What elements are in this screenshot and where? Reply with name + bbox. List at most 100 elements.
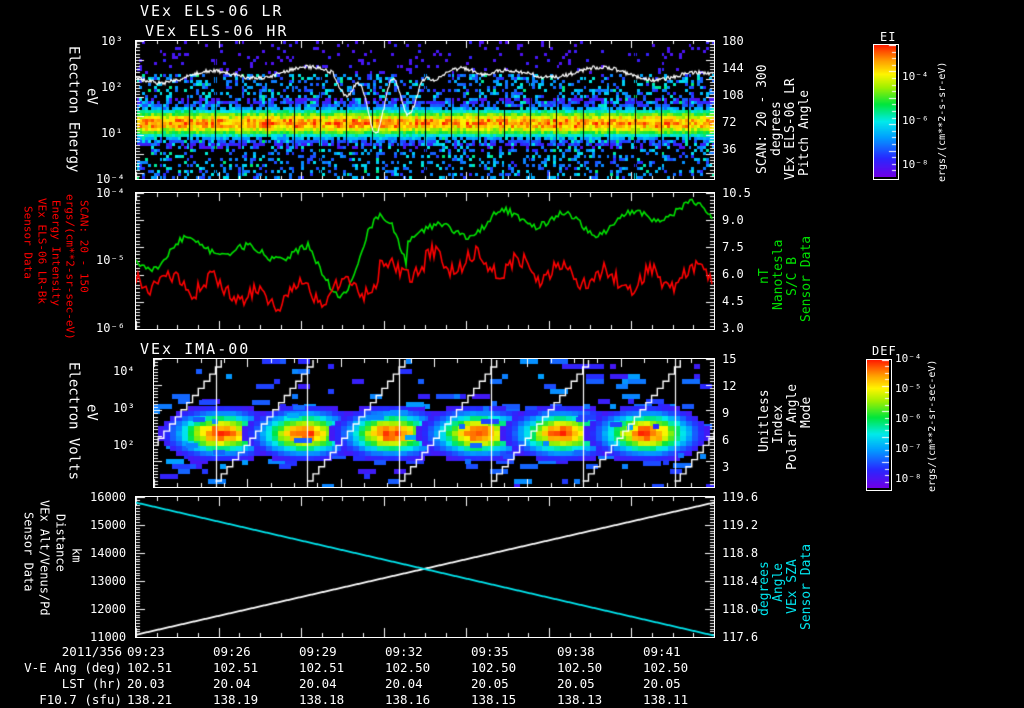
table-cell-ve-ang-0: 102.51 <box>127 660 173 675</box>
panel1-left-axis-unit: eV <box>83 88 100 105</box>
table-cell-time-1: 09:26 <box>213 644 251 659</box>
panel2-right-ytick-0: 10.5 <box>722 186 751 200</box>
colorbar2-tick-1: 10⁻⁵ <box>895 382 922 395</box>
table-cell-lst-6: 20.05 <box>643 676 681 691</box>
panel4-ytick-3: 13000 <box>90 574 127 588</box>
panel3-ytick-1: 10³ <box>113 401 135 415</box>
table-cell-f107-0: 138.21 <box>127 692 173 707</box>
panel2-right-axis-line0: Sensor Data <box>799 235 814 322</box>
panel1-right-ytick-4: 36 <box>722 142 737 156</box>
panel-energy-intensity-and-bfield[interactable] <box>135 192 715 330</box>
colorbar2-tick-4: 10⁻⁸ <box>895 472 922 485</box>
panel2-right-ytick-3: 6.0 <box>722 267 744 281</box>
panel4-right-axis-line2: Angle <box>771 562 786 602</box>
table-cell-time-0: 09:23 <box>127 644 165 659</box>
panel3-right-ytick-4: 3 <box>722 460 730 474</box>
table-cell-time-4: 09:35 <box>471 644 509 659</box>
panel-ion-spectrogram[interactable] <box>153 358 715 488</box>
panel1-ytick-0: 10³ <box>101 34 123 48</box>
panel1-right-axis-line3: SCAN: 20 - 300 <box>755 64 770 174</box>
panel2-right-axis-line2: Nanotesla <box>771 239 786 310</box>
panel1-ytick-1: 10² <box>101 80 123 94</box>
panel-altitude-and-sza[interactable] <box>135 496 715 638</box>
panel3-ytick-0: 10⁴ <box>113 364 135 378</box>
panel1-right-axis-line0: Pitch Angle <box>797 89 812 176</box>
panel2-right-ytick-1: 9.0 <box>722 213 744 227</box>
panel3-title: VEx IMA-00 <box>140 340 251 358</box>
panel3-right-axis-line3: Unitless <box>757 389 772 452</box>
panel2-right-axis-line1: S/C B <box>785 256 800 296</box>
panel1-left-axis-title: Electron Energy <box>65 46 82 173</box>
panel4-right-ytick-2: 118.8 <box>722 546 759 560</box>
bottom-parameter-table: 2011/356 V-E Ang (deg) LST (hr) F10.7 (s… <box>0 644 1024 708</box>
table-cell-f107-1: 138.19 <box>213 692 259 707</box>
table-cell-ve-ang-6: 102.50 <box>643 660 689 675</box>
panel3-right-axis-line0: Mode <box>799 396 814 428</box>
colorbar1-tick-1: 10⁻⁶ <box>902 114 929 127</box>
table-cell-ve-ang-5: 102.50 <box>557 660 603 675</box>
panel4-left-axis-line1: VEx Alt/Venus/Pd <box>37 500 52 616</box>
panel3-right-ytick-0: 15 <box>722 352 737 366</box>
panel1-title-lr: VEx ELS-06 LR <box>140 2 284 20</box>
panel3-right-axis-line2: Index <box>771 404 786 444</box>
panel1-right-axis-line2: degrees <box>769 101 784 156</box>
panel4-left-axis-line3: km <box>69 548 84 563</box>
table-cell-f107-3: 138.16 <box>385 692 431 707</box>
panel1-ytick-bottom: 10⁻⁴ <box>96 172 125 186</box>
colorbar2-title: DEF <box>872 344 897 358</box>
panel3-left-axis-unit: eV <box>83 404 100 421</box>
panel2-left-axis-line1: VEx ELS-06 LR-Bk <box>35 198 49 304</box>
panel1-right-ytick-1: 144 <box>722 61 744 75</box>
table-cell-lst-1: 20.04 <box>213 676 251 691</box>
table-cell-time-5: 09:38 <box>557 644 595 659</box>
table-cell-time-6: 09:41 <box>643 644 681 659</box>
colorbar2-unit: ergs/(cm**2-sr-sec-eV) <box>927 359 938 492</box>
colorbar1-unit: ergs/(cm**2-s-sr-eV) <box>937 61 948 182</box>
panel2-right-ytick-2: 7.5 <box>722 240 744 254</box>
panel4-ytick-5: 11000 <box>90 630 127 644</box>
panel2-left-axis-line4: SCAN: 20 - 150 <box>77 200 91 293</box>
panel-electron-energy-spectrogram[interactable] <box>135 40 715 180</box>
panel4-ytick-4: 12000 <box>90 602 127 616</box>
panel4-right-axis-line0: Sensor Data <box>799 543 814 630</box>
table-row-label-lst: LST (hr) <box>61 676 122 691</box>
panel4-ytick-0: 16000 <box>90 490 127 504</box>
table-cell-f107-5: 138.13 <box>557 692 603 707</box>
colorbar1-title: EI <box>880 30 897 44</box>
panel1-title-hr: VEx ELS-06 HR <box>145 22 289 40</box>
panel4-right-axis-line1: VEx SZA <box>785 559 800 614</box>
panel1-right-axis-line1: VEx ELS-06 LR <box>783 78 798 180</box>
table-row-label-date: 2011/356 <box>61 644 122 659</box>
panel2-ytick-2: 10⁻⁶ <box>96 321 125 335</box>
panel1-right-ytick-2: 108 <box>722 88 744 102</box>
colorbar1-gradient <box>873 44 899 180</box>
panel4-ytick-2: 14000 <box>90 546 127 560</box>
table-cell-lst-0: 20.03 <box>127 676 165 691</box>
panel4-left-axis-line2: Distance <box>53 514 68 572</box>
panel4-right-ytick-3: 118.4 <box>722 574 759 588</box>
table-cell-time-3: 09:32 <box>385 644 423 659</box>
table-cell-lst-2: 20.04 <box>299 676 337 691</box>
table-cell-ve-ang-1: 102.51 <box>213 660 259 675</box>
panel2-left-axis-line2: Energy Intensity <box>49 200 63 306</box>
panel2-ytick-1: 10⁻⁵ <box>96 253 125 267</box>
panel1-right-ytick-0: 180 <box>722 34 744 48</box>
table-cell-ve-ang-2: 102.51 <box>299 660 345 675</box>
panel1-right-ytick-3: 72 <box>722 115 737 129</box>
colorbar1-tick-0: 10⁻⁴ <box>902 70 929 83</box>
colorbar2-tick-3: 10⁻⁷ <box>895 442 922 455</box>
panel4-right-ytick-4: 118.0 <box>722 602 759 616</box>
panel4-ytick-1: 15000 <box>90 518 127 532</box>
panel2-right-ytick-4: 4.5 <box>722 294 744 308</box>
table-row-label-f107: F10.7 (sfu) <box>39 692 122 707</box>
table-cell-f107-4: 138.15 <box>471 692 517 707</box>
panel2-right-ytick-5: 3.0 <box>722 321 744 335</box>
colorbar2-gradient <box>866 359 892 491</box>
colorbar2-tick-2: 10⁻⁶ <box>895 412 922 425</box>
table-cell-f107-6: 138.11 <box>643 692 689 707</box>
panel1-ytick-2: 10¹ <box>101 126 123 140</box>
panel3-right-ytick-2: 9 <box>722 406 730 420</box>
panel4-right-ytick-1: 119.2 <box>722 518 759 532</box>
panel3-left-axis-title: Electron Volts <box>65 362 82 481</box>
table-cell-lst-5: 20.05 <box>557 676 595 691</box>
